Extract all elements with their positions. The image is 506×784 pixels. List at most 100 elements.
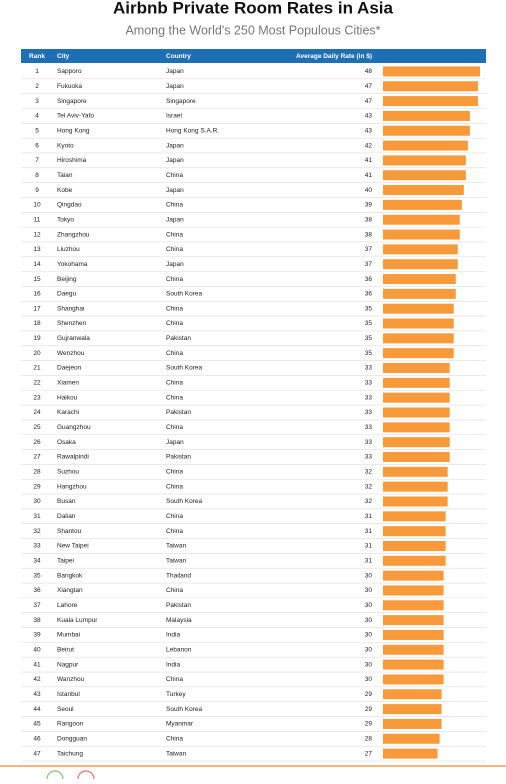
country: China [166,469,183,476]
rank: 45 [33,721,41,728]
bar [383,555,446,566]
rank: 26 [33,439,41,446]
rank: 29 [33,483,41,490]
rank: 41 [33,661,41,668]
value-label: 36 [365,276,373,283]
city: Gujranwala [57,335,90,342]
rank: 16 [33,291,41,298]
city: Lahore [57,602,78,609]
footer-icon [46,770,64,784]
rank: 25 [33,424,41,431]
rank: 1 [35,68,39,75]
value-label: 30 [365,587,373,594]
country: South Korea [166,291,203,298]
country: China [166,587,183,594]
bar [383,214,460,225]
bar [383,600,444,611]
rank: 12 [33,231,41,238]
city: Wanzhou [57,676,85,683]
bar [383,733,440,744]
value-label: 32 [365,469,373,476]
city: Wenzhou [57,350,85,357]
country: Japan [166,216,184,223]
bar [383,140,468,151]
country: India [166,632,180,639]
rank: 23 [33,394,41,401]
country: Lebanon [166,647,192,654]
country: China [166,320,183,327]
rank: 14 [33,261,41,268]
rank: 15 [33,276,41,283]
bar [383,526,446,537]
bar [383,615,444,626]
rank: 5 [35,127,39,134]
city: Daegu [57,291,77,298]
country: Thailand [166,572,191,579]
rank: 17 [33,305,41,312]
country: China [166,483,183,490]
bar [383,155,466,166]
bar [383,451,450,462]
city: Nagpur [57,661,79,668]
country: China [166,172,183,179]
country: Israel [166,113,182,120]
rank: 30 [33,498,41,505]
bar [383,422,450,433]
country: China [166,350,183,357]
value-label: 33 [365,409,373,416]
bar [383,511,446,522]
bar [383,303,454,314]
value-label: 29 [365,721,373,728]
rank: 18 [33,320,41,327]
value-label: 35 [365,305,373,312]
value-label: 41 [365,172,373,179]
bar [383,407,450,418]
city: Kuala Lumpur [57,617,98,624]
value-label: 39 [365,202,373,209]
city: Liuzhou [57,246,80,253]
country: Japan [166,187,184,194]
rank: 38 [33,617,41,624]
rank: 19 [33,335,41,342]
country: China [166,528,183,535]
bar [383,377,450,388]
country: China [166,735,183,742]
bar [383,674,444,685]
country: Taiwan [166,750,187,757]
value-label: 47 [365,98,373,105]
value-label: 38 [365,216,373,223]
value-label: 30 [365,602,373,609]
value-label: 42 [365,142,373,149]
city: Karachi [57,409,79,416]
value-label: 30 [365,676,373,683]
footer-icon [77,770,95,784]
city: Sapporo [57,68,82,75]
city: Shantou [57,528,82,535]
value-label: 32 [365,498,373,505]
country: Japan [166,68,184,75]
bar [383,66,480,77]
city: Rangoon [57,721,84,728]
country: Malaysia [166,617,192,624]
bar [383,288,456,299]
bar [383,704,442,715]
bar [383,185,464,196]
value-label: 32 [365,483,373,490]
rank: 44 [33,706,41,713]
country: Pakistan [166,454,191,461]
rank: 13 [33,246,41,253]
city: Hong Kong [57,127,90,134]
value-label: 33 [365,365,373,372]
bar [383,199,462,210]
bar [383,274,456,285]
value-label: 41 [365,157,373,164]
city: Zhangzhou [57,231,90,238]
city: Xiangtan [57,587,83,594]
rank: 7 [35,157,39,164]
bar [383,659,444,670]
column-header: Country [166,53,191,60]
rank: 40 [33,647,41,654]
bar [383,318,454,329]
rank: 31 [33,513,41,520]
rank: 10 [33,202,41,209]
